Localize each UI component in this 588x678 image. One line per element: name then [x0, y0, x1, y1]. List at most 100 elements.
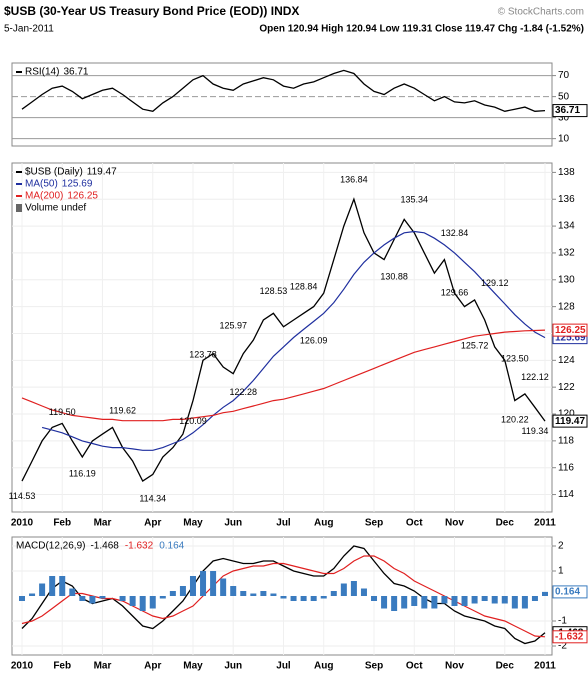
- x-tick-label: Jun: [224, 661, 242, 672]
- price-annotation: 119.50: [49, 407, 76, 417]
- price-annotation: 128.84: [290, 282, 318, 292]
- histogram-bar: [360, 588, 367, 596]
- histogram-bar: [189, 576, 196, 596]
- price-annotation: 135.34: [400, 194, 428, 204]
- y-tick-label: -2: [558, 641, 567, 652]
- price-annotation: 129.66: [441, 288, 469, 298]
- y-tick-label: 134: [558, 221, 575, 232]
- y-tick-label: 124: [558, 355, 575, 366]
- histogram-bar: [200, 571, 207, 596]
- histogram-bar: [169, 591, 176, 596]
- value-tag: [552, 104, 588, 118]
- series-line: [41, 230, 546, 451]
- date: 5-Jan-2011: [4, 24, 54, 35]
- y-tick-label: -1: [558, 616, 567, 627]
- histogram-bar: [250, 593, 257, 596]
- x-tick-label: Oct: [406, 518, 423, 529]
- x-tick-label: Apr: [144, 518, 161, 529]
- histogram-bar: [230, 586, 237, 596]
- panel-frame: [11, 62, 553, 147]
- x-tick-label: Oct: [406, 661, 423, 672]
- histogram-bar: [371, 596, 378, 601]
- histogram-bar: [280, 596, 287, 599]
- y-tick-label: 50: [558, 91, 570, 102]
- y-tick-label: 116: [558, 462, 574, 473]
- price-annotation: 120.09: [179, 416, 207, 426]
- x-tick-label: Sep: [365, 661, 383, 672]
- price-annotation: 136.84: [340, 174, 368, 184]
- value-tag-label: 125.69: [555, 332, 586, 343]
- series-line: [21, 197, 546, 483]
- histogram-bar: [310, 596, 317, 601]
- price-annotation: 122.12: [521, 372, 549, 382]
- histogram-bar: [119, 596, 126, 601]
- value-tag-label: 0.164: [555, 587, 580, 598]
- value-tag-label: 36.71: [555, 105, 580, 116]
- x-tick-label: 2011: [534, 518, 556, 529]
- x-tick-label: Nov: [445, 661, 464, 672]
- price-annotation: 126.09: [300, 336, 328, 346]
- histogram-bar: [340, 583, 347, 596]
- legend-note: Volume undef: [25, 203, 86, 214]
- price-annotation: 119.62: [109, 405, 136, 415]
- histogram-bar: [421, 596, 428, 609]
- histogram-bar: [129, 596, 136, 606]
- histogram-bar: [99, 596, 106, 599]
- histogram-bar: [270, 593, 277, 596]
- histogram-bar: [39, 583, 46, 596]
- price-annotation: 130.88: [380, 271, 408, 281]
- price-annotation: 119.34: [522, 426, 549, 436]
- x-tick-label: Sep: [365, 518, 383, 529]
- legend-value: -1.632: [125, 541, 154, 552]
- x-tick-label: May: [183, 661, 203, 672]
- legend-title: MACD(12,26,9): [16, 541, 85, 552]
- x-tick-label: Apr: [144, 661, 161, 672]
- series-line: [21, 555, 546, 638]
- histogram-bar: [69, 588, 76, 596]
- y-tick-label: 120: [558, 409, 575, 420]
- histogram-bar: [401, 596, 408, 609]
- legend-value: 126.25: [67, 191, 98, 202]
- value-tag-label: 119.47: [555, 416, 585, 427]
- x-tick-label: Feb: [53, 518, 71, 529]
- histogram-bar: [521, 596, 528, 609]
- histogram-bar: [49, 576, 56, 596]
- x-tick-label: Jul: [276, 661, 291, 672]
- y-tick-label: 2: [558, 541, 564, 552]
- x-tick-label: Aug: [314, 518, 333, 529]
- histogram-bar: [391, 596, 398, 611]
- histogram-bar: [139, 596, 146, 611]
- x-tick-label: Dec: [496, 661, 515, 672]
- histogram-bar: [491, 596, 498, 604]
- panel-frame: [11, 162, 553, 513]
- x-tick-label: Dec: [496, 518, 515, 529]
- histogram-bar: [220, 578, 227, 596]
- panel-frame: [11, 536, 553, 656]
- price-annotation: 116.19: [69, 469, 96, 479]
- histogram-bar: [411, 596, 418, 606]
- histogram-bar: [542, 591, 548, 596]
- legend-name: RSI(14): [25, 67, 59, 78]
- price-annotation: 122.28: [230, 387, 258, 397]
- y-tick-label: 10: [558, 133, 570, 144]
- histogram-bar: [210, 571, 217, 596]
- y-tick-label: 1: [558, 566, 564, 577]
- value-tag: [552, 323, 588, 337]
- histogram-bar: [159, 596, 166, 599]
- y-tick-label: 128: [558, 301, 575, 312]
- legend-value: -1.468: [90, 541, 119, 552]
- y-tick-label: 114: [558, 489, 574, 500]
- y-tick-label: 30: [558, 112, 570, 123]
- histogram-bar: [511, 596, 518, 609]
- histogram-bar: [330, 591, 337, 596]
- series-line: [21, 545, 546, 645]
- legend-name: MA(200): [25, 191, 63, 202]
- legend-value: 36.71: [63, 67, 88, 78]
- histogram-bar: [461, 596, 468, 606]
- histogram-bar: [149, 596, 156, 609]
- histogram-bar: [320, 596, 327, 599]
- price-annotation: 132.84: [441, 228, 469, 238]
- legend-name: $USB (Daily): [25, 167, 83, 178]
- histogram-bar: [79, 596, 86, 601]
